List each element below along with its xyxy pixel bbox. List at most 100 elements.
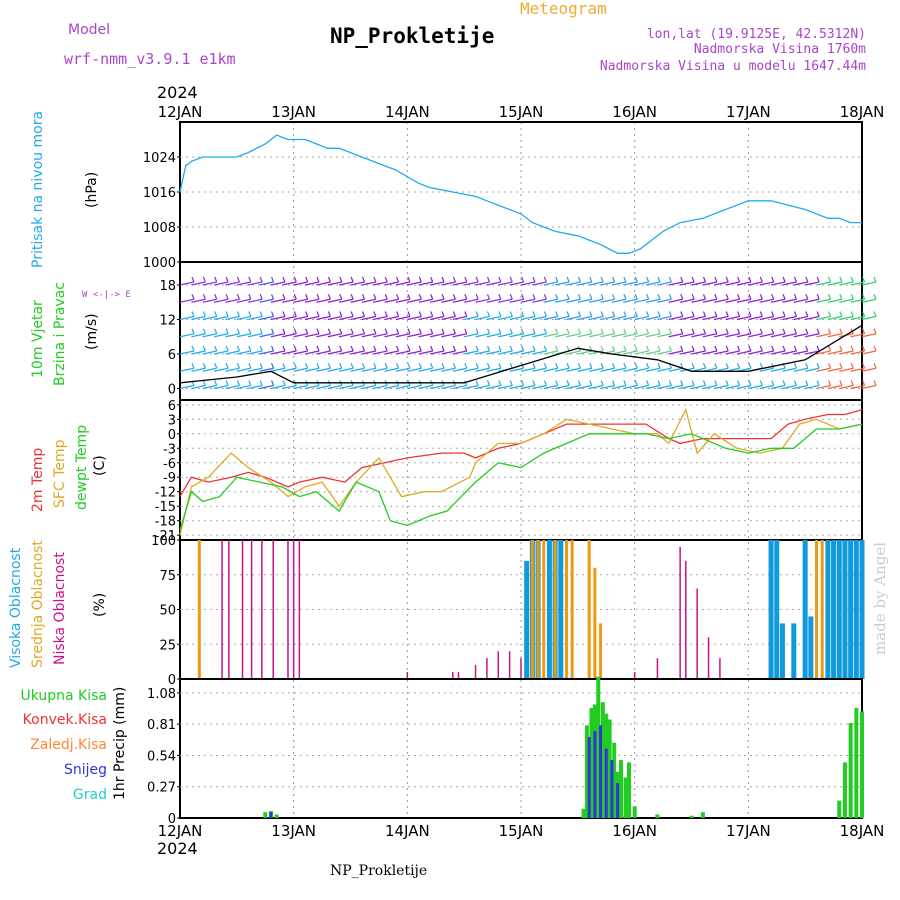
wind-barb: [509, 315, 524, 321]
wind-barb: [418, 384, 433, 390]
wind-barb: [714, 298, 729, 303]
wind-barb: [702, 276, 707, 283]
precip-label-d: Snijeg: [64, 762, 107, 778]
wind-barb: [327, 363, 331, 369]
wind-barb: [645, 281, 661, 286]
wind-barb: [202, 328, 206, 334]
wind-barb: [702, 281, 717, 286]
wind-barb: [589, 276, 593, 283]
wind-barb: [452, 345, 456, 352]
wind-barb: [543, 384, 558, 390]
wind-barb: [702, 345, 707, 352]
wind-barb: [498, 298, 513, 303]
temp-label-c: dewpt Temp: [74, 425, 90, 510]
wind-barb: [339, 367, 354, 372]
wind-barb: [339, 328, 343, 334]
wind-barb: [452, 350, 467, 355]
wind-barb: [805, 367, 820, 372]
wind-barb: [418, 345, 422, 352]
y-tick-label: 6: [168, 399, 176, 414]
wind-barb: [384, 298, 399, 303]
wind-barb: [248, 276, 252, 283]
wind-barb: [316, 294, 320, 300]
y-tick-label: 0: [168, 428, 176, 443]
wind-barb: [805, 294, 809, 300]
wind-barb: [475, 380, 479, 386]
wind-barb: [214, 363, 218, 369]
wind-barb: [395, 367, 411, 372]
wind-barb: [430, 311, 434, 317]
wind-barb: [634, 333, 649, 338]
wind-barb: [475, 367, 490, 372]
bar: [825, 540, 831, 679]
wind-barb: [861, 350, 877, 355]
wind-barb: [464, 367, 479, 372]
wind-barb: [714, 281, 729, 286]
bar: [600, 702, 605, 818]
wind-barb: [316, 311, 320, 317]
wind-barb: [191, 328, 195, 334]
wind-barb: [771, 311, 775, 317]
wind-barb: [793, 380, 797, 386]
wind-barb: [680, 345, 684, 352]
bar: [815, 540, 819, 679]
wind-barb: [680, 276, 684, 283]
wind-barb: [509, 333, 524, 338]
wind-barb: [202, 380, 206, 386]
wind-barb: [623, 333, 638, 338]
wind-barb: [282, 281, 297, 286]
wind-barb: [486, 367, 502, 372]
wind-barb: [225, 384, 240, 390]
bar: [263, 812, 268, 818]
wind-barb: [236, 345, 241, 352]
wind-barb: [407, 363, 411, 369]
y-tick-label: -3: [163, 442, 176, 457]
wind-barb: [520, 315, 536, 321]
wind-barb: [396, 311, 400, 317]
wind-barb: [589, 363, 593, 369]
wind-barb: [521, 328, 525, 334]
wind-barb: [509, 294, 513, 300]
wind-barb: [657, 333, 672, 338]
wind-barb: [600, 298, 615, 303]
wind-barb: [805, 363, 809, 369]
wind-barb: [202, 345, 206, 352]
wind-barb: [293, 311, 297, 317]
y-tick-label: 1008: [143, 221, 176, 236]
wind-barb: [577, 328, 582, 334]
wind-barb: [566, 333, 581, 338]
wind-barb: [464, 350, 479, 355]
wind-barb: [839, 298, 854, 303]
wind-barb: [282, 333, 297, 338]
wind-barb: [555, 311, 559, 317]
wind-unit: (m/s): [84, 313, 100, 350]
wind-barb: [612, 276, 616, 283]
wind-barb: [839, 315, 854, 321]
wind-barb: [452, 281, 467, 286]
wind-barb: [862, 311, 866, 317]
wind-barb: [793, 345, 797, 352]
wind-barb: [225, 315, 240, 321]
wind-barb: [316, 367, 331, 372]
wind-barb: [361, 298, 376, 303]
wind-barb: [873, 276, 877, 283]
wind-barb: [611, 350, 627, 355]
wind-barb: [782, 367, 797, 372]
wind-barb: [373, 298, 388, 303]
wind-barb: [509, 276, 513, 283]
wind-barb: [304, 333, 320, 338]
wind-barb: [236, 333, 251, 338]
wind-barb: [259, 328, 263, 334]
bar: [228, 540, 230, 679]
wind-barb: [396, 328, 400, 334]
wind-barb: [395, 315, 411, 321]
wind-barb: [475, 328, 479, 334]
wind-barb: [452, 384, 467, 390]
wind-barb: [202, 276, 206, 283]
wind-barb: [361, 276, 366, 283]
wind-barb: [225, 363, 229, 369]
wind-barb: [316, 281, 331, 286]
wind-barb: [862, 380, 866, 386]
wind-barb: [384, 350, 399, 355]
wind-barb: [839, 367, 854, 372]
